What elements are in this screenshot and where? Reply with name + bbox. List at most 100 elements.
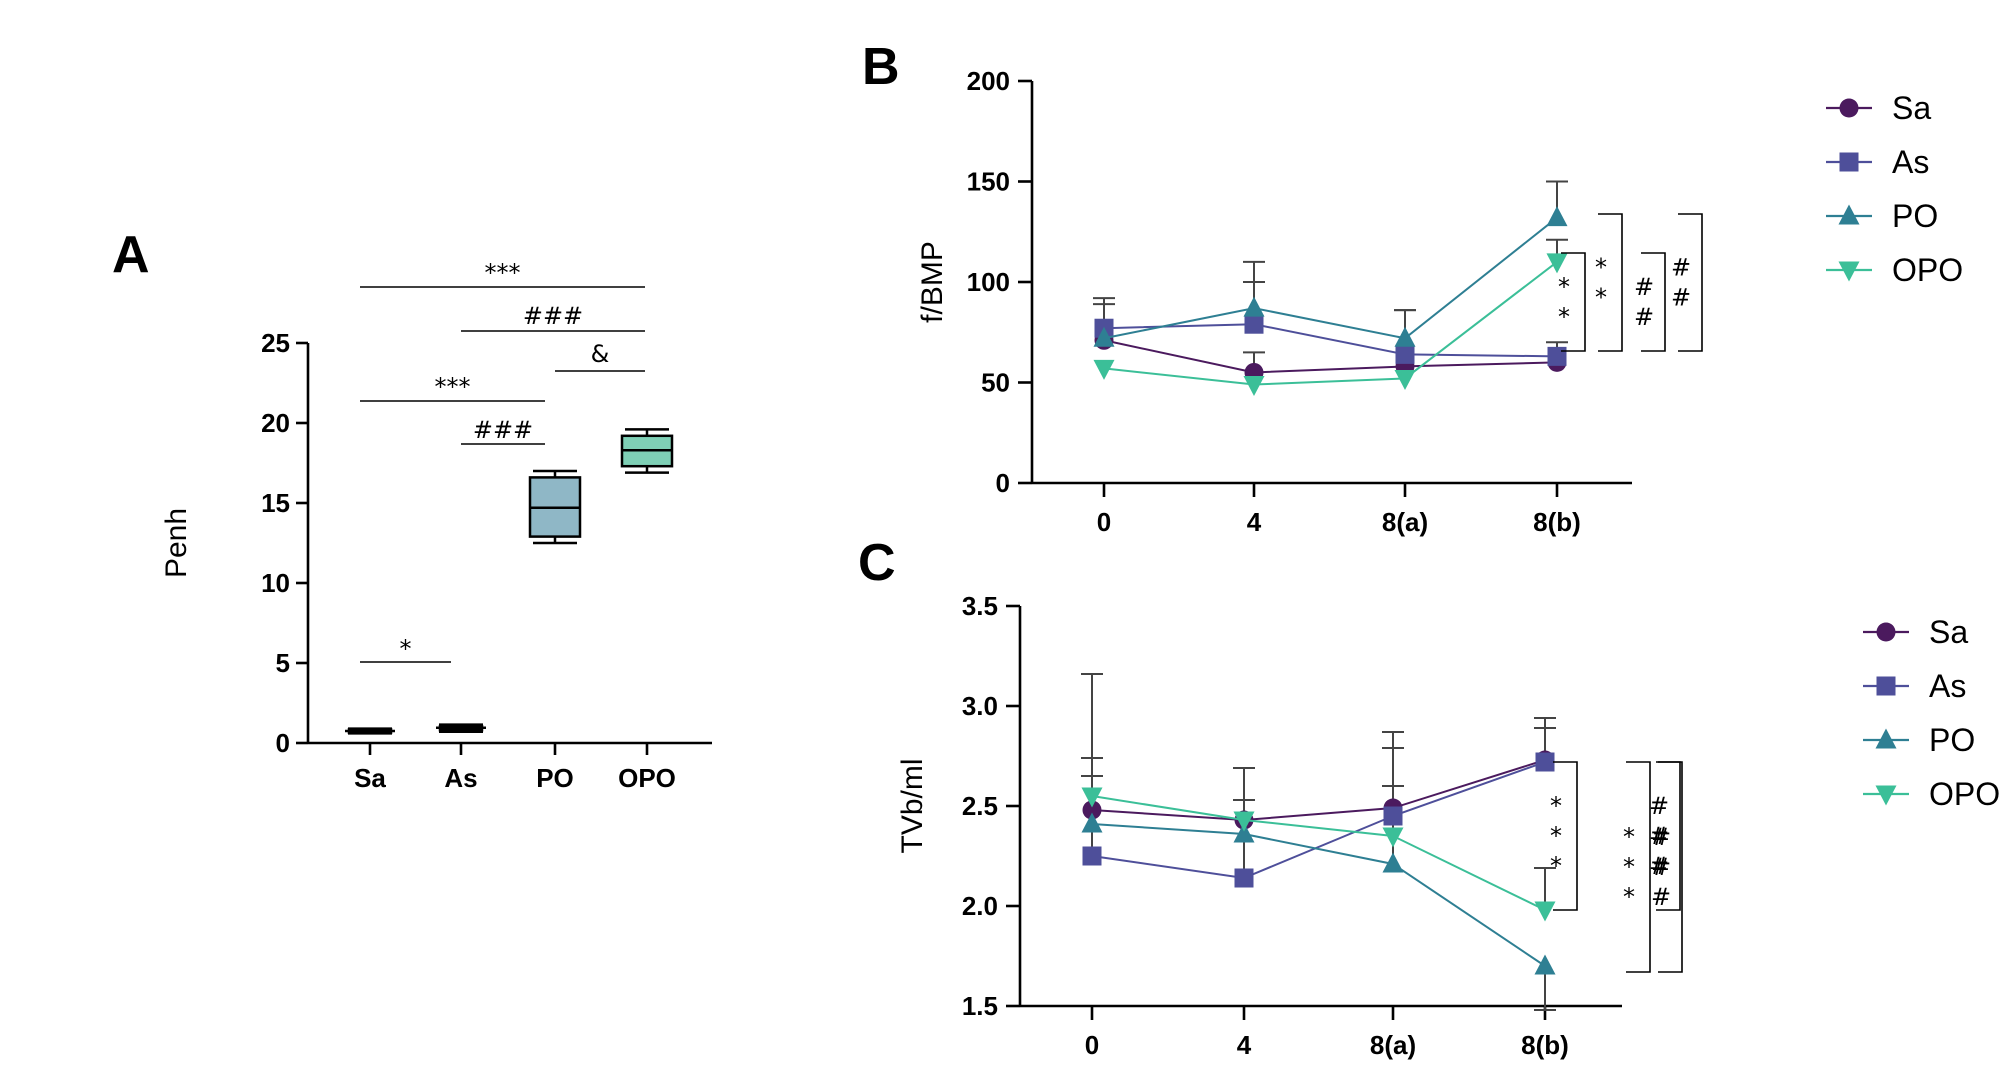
x-tick-label: 0 — [1097, 507, 1111, 537]
x-tick-label: 8(a) — [1382, 507, 1428, 537]
legend-marker — [1875, 785, 1897, 806]
panel-a-x-tick-label: As — [444, 763, 477, 793]
legend-item-PO: PO — [1863, 722, 1975, 758]
error-bars-PO — [1081, 673, 1556, 1011]
x-tick-label: 4 — [1247, 507, 1262, 537]
legend-item-OPO: OPO — [1863, 776, 2000, 812]
legend-label: Sa — [1929, 614, 1968, 650]
y-tick-label: 200 — [967, 66, 1010, 96]
significance-bracket: # # — [1671, 213, 1703, 352]
panel-a-y-tick-label: 0 — [276, 728, 290, 758]
panel-a-y-tick-label: 25 — [261, 328, 290, 358]
y-tick-label: 150 — [967, 167, 1010, 197]
legend-label: OPO — [1929, 776, 2000, 812]
legend-label: OPO — [1892, 252, 1963, 288]
bracket-label: # # # — [1651, 823, 1671, 911]
data-point-As — [1244, 314, 1264, 334]
x-tick-label: 0 — [1085, 1030, 1099, 1060]
legend-item-OPO: OPO — [1826, 252, 1963, 288]
bracket-line — [1678, 213, 1703, 352]
panel-a-sig-label: ### — [523, 302, 583, 330]
bracket-line — [1598, 213, 1623, 352]
data-point-OPO — [1233, 811, 1255, 832]
panel-a-sig-label: & — [591, 340, 610, 368]
panel-a-box-As — [436, 723, 486, 734]
significance-bracket: # # # — [1649, 761, 1681, 911]
significance-bracket: * * — [1558, 252, 1586, 352]
data-point-Sa — [1082, 800, 1102, 820]
series-Sa — [1082, 750, 1555, 830]
y-tick-label: 3.5 — [962, 591, 998, 621]
series-OPO — [1093, 253, 1568, 397]
bracket-line — [1641, 252, 1666, 352]
data-point-OPO — [1394, 369, 1416, 390]
data-point-PO — [1093, 326, 1115, 347]
panel-a-box-OPO — [620, 428, 674, 474]
panel-a-box-PO — [528, 469, 582, 545]
y-tick-label: 50 — [981, 368, 1010, 398]
data-point-OPO — [1546, 253, 1568, 274]
data-point-OPO — [1081, 787, 1103, 808]
legend-label: As — [1892, 144, 1929, 180]
series-line-As — [1091, 761, 1546, 880]
panel-c: C 1.5 2.0 2.5 3.0 3.5 0 4 8(a) 8(b) TVb/ml * * * * * * # #… — [858, 534, 2000, 1060]
bracket-line — [1626, 761, 1651, 973]
series-line-OPO — [1091, 795, 1546, 911]
y-tick-label: 3.0 — [962, 691, 998, 721]
bracket-line — [1658, 761, 1683, 973]
y-tick-label: 0 — [996, 468, 1010, 498]
panel-a-x-tick-label: OPO — [618, 763, 676, 793]
x-tick-label: 4 — [1237, 1030, 1252, 1060]
error-bars-As — [1081, 727, 1556, 878]
y-axis-title: f/BMP — [916, 241, 949, 323]
data-point-PO — [1382, 852, 1404, 873]
bracket-label: * * — [1595, 254, 1607, 312]
legend-marker — [1839, 152, 1859, 172]
data-point-PO — [1243, 296, 1265, 317]
bracket-label: * * — [1558, 273, 1570, 331]
bracket-label: * * * — [1623, 823, 1635, 911]
y-tick-label: 2.0 — [962, 891, 998, 921]
legend-item-Sa: Sa — [1863, 614, 1968, 650]
legend-item-PO: PO — [1826, 198, 1938, 234]
series-PO — [1093, 206, 1568, 347]
bracket-label: * * * — [1550, 792, 1562, 880]
x-tick-label: 8(b) — [1521, 1030, 1569, 1060]
panel-a-y-tick-label: 15 — [261, 488, 290, 518]
bracket-label: # # — [1634, 273, 1654, 331]
series-line-PO — [1103, 216, 1558, 340]
panel-b: B 0 50 100 150 200 0 4 8(a) 8(b) f/BMP * * * * # # # # Sa As… — [862, 38, 1963, 537]
x-tick-label: 8(a) — [1370, 1030, 1416, 1060]
bracket-line — [1553, 761, 1578, 911]
series-line-As — [1103, 323, 1558, 358]
series-As — [1082, 752, 1555, 888]
data-point-OPO — [1382, 827, 1404, 848]
significance-bracket: * * * — [1623, 761, 1651, 973]
panel-a-sig-label: ### — [473, 416, 533, 444]
data-point-As — [1082, 846, 1102, 866]
significance-bracket: * * * — [1550, 761, 1578, 911]
panel-b-letter: B — [862, 38, 900, 96]
panel-a-x-tick-label: Sa — [354, 763, 386, 793]
legend-item-As: As — [1863, 668, 1966, 704]
legend: Sa As PO OPO — [1826, 90, 1963, 288]
legend-item-Sa: Sa — [1826, 90, 1931, 126]
x-tick-label: 8(b) — [1533, 507, 1581, 537]
legend: Sa As PO OPO — [1863, 614, 2000, 812]
panel-c-letter: C — [858, 534, 896, 592]
bracket-label: # # # — [1649, 792, 1669, 880]
series-line-Sa — [1103, 339, 1558, 374]
legend-marker — [1876, 622, 1896, 642]
legend-marker — [1839, 98, 1859, 118]
legend-item-As: As — [1826, 144, 1929, 180]
panel-a-sig-label: * — [400, 635, 412, 663]
y-tick-label: 1.5 — [962, 991, 998, 1021]
panel-a-x-tick-label: PO — [536, 763, 574, 793]
data-point-OPO — [1534, 901, 1556, 922]
data-point-OPO — [1093, 359, 1115, 380]
legend-marker — [1875, 728, 1897, 749]
error-bars-As — [1093, 281, 1568, 357]
data-point-PO — [1081, 812, 1103, 833]
panel-a-sig-label: *** — [485, 259, 521, 287]
